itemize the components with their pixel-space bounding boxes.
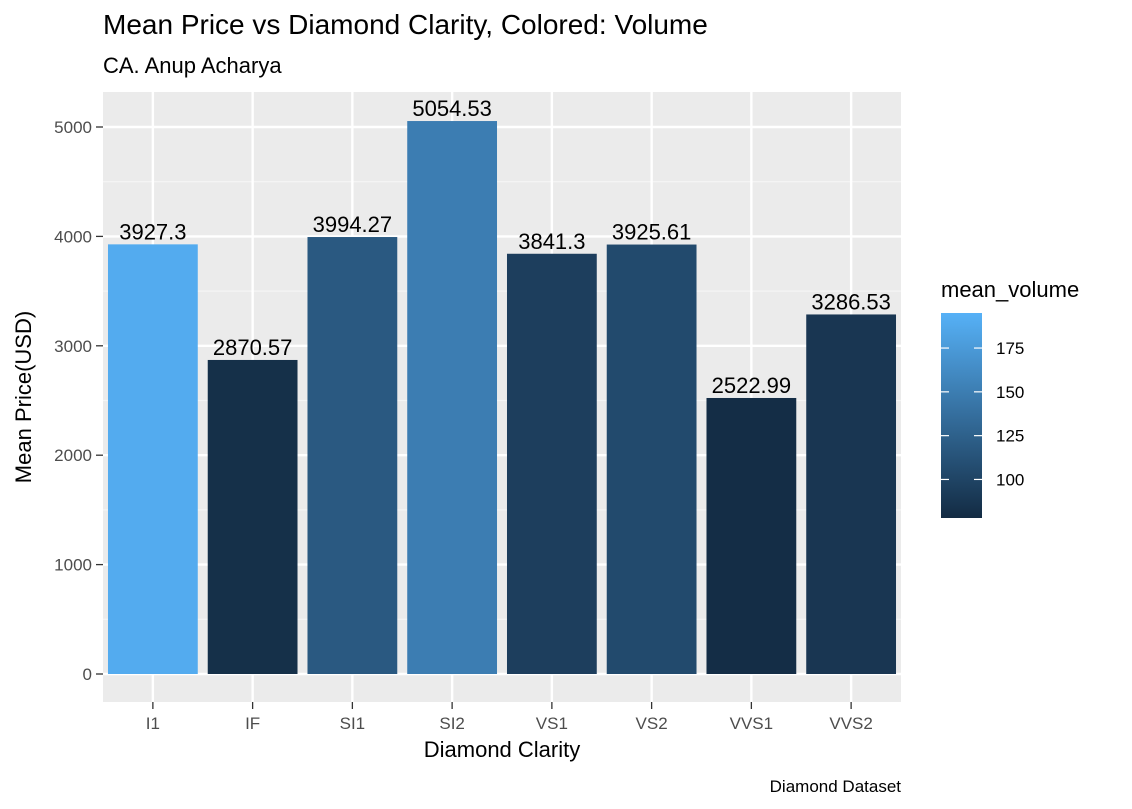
x-tick-label: VS2 xyxy=(636,714,668,733)
x-tick-label: VS1 xyxy=(536,714,568,733)
x-tick-label: SI2 xyxy=(439,714,465,733)
bar-value-label: 3286.53 xyxy=(811,289,891,314)
y-tick-label: 0 xyxy=(83,665,92,684)
legend: mean_volume 100 125 150 175 xyxy=(941,277,1079,518)
bar-value-label: 3925.61 xyxy=(612,220,692,245)
bar-value-label: 3994.27 xyxy=(313,212,393,237)
y-axis-title: Mean Price(USD) xyxy=(11,311,36,483)
bar-vs1 xyxy=(506,253,597,674)
bar-value-label: 3841.3 xyxy=(518,229,585,254)
y-axis: 0 1000 2000 3000 4000 5000 xyxy=(54,118,103,684)
y-tick-label: 5000 xyxy=(54,118,92,137)
y-tick-label: 2000 xyxy=(54,446,92,465)
x-tick-label: IF xyxy=(245,714,260,733)
y-tick-label: 3000 xyxy=(54,337,92,356)
x-axis: I1 IF SI1 SI2 VS1 VS2 VVS1 VVS2 xyxy=(146,702,873,733)
x-tick-label: VVS1 xyxy=(730,714,773,733)
bar-value-label: 2870.57 xyxy=(213,335,293,360)
bar-labels: 3927.3 2870.57 3994.27 5054.53 3841.3 3925.61… xyxy=(119,96,891,398)
x-axis-title: Diamond Clarity xyxy=(424,737,581,762)
bar-i1 xyxy=(107,244,198,674)
legend-ticks: 100 125 150 175 xyxy=(941,339,1024,489)
x-tick-label: VVS2 xyxy=(829,714,872,733)
x-tick-label: SI1 xyxy=(340,714,366,733)
legend-tick-label: 125 xyxy=(996,427,1024,446)
bar-vs2 xyxy=(606,244,697,674)
chart-subtitle: CA. Anup Acharya xyxy=(103,53,282,78)
bar-si1 xyxy=(307,237,398,674)
legend-tick-label: 175 xyxy=(996,339,1024,358)
legend-tick-label: 100 xyxy=(996,470,1024,489)
bar-value-label: 3927.3 xyxy=(119,219,186,244)
bar-vvs1 xyxy=(706,397,797,674)
bar-value-label: 5054.53 xyxy=(412,96,492,121)
bar-value-label: 2522.99 xyxy=(712,373,792,398)
y-tick-label: 4000 xyxy=(54,227,92,246)
bar-si2 xyxy=(407,121,498,674)
chart-caption: Diamond Dataset xyxy=(770,777,902,796)
bars xyxy=(107,121,897,674)
legend-tick-label: 150 xyxy=(996,383,1024,402)
legend-colorbar xyxy=(941,313,982,518)
chart-title: Mean Price vs Diamond Clarity, Colored: … xyxy=(103,9,708,40)
bar-vvs2 xyxy=(806,314,897,674)
x-tick-label: I1 xyxy=(146,714,160,733)
y-tick-label: 1000 xyxy=(54,556,92,575)
legend-title: mean_volume xyxy=(941,277,1079,302)
bar-if xyxy=(207,359,298,674)
